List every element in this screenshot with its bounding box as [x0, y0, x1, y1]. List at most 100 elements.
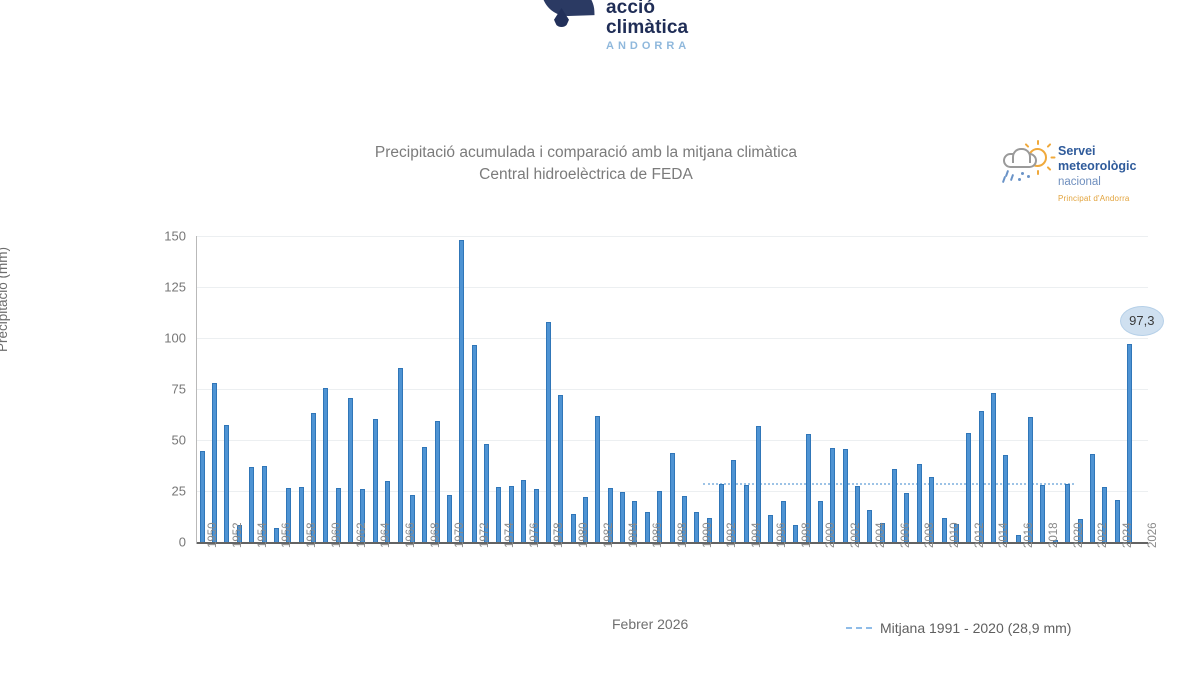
bar[interactable]	[446, 495, 452, 542]
bar[interactable]	[310, 413, 316, 542]
bar[interactable]	[854, 485, 860, 542]
bar[interactable]	[941, 517, 947, 542]
bar[interactable]	[867, 510, 873, 542]
bar[interactable]	[793, 524, 799, 542]
bar[interactable]	[978, 411, 984, 542]
x-axis-tick-label: 2012	[973, 522, 986, 548]
bar[interactable]	[842, 449, 848, 542]
bar[interactable]	[1102, 486, 1108, 542]
bar[interactable]	[459, 240, 465, 542]
bar[interactable]	[817, 501, 823, 542]
bar[interactable]	[805, 433, 811, 542]
bar[interactable]	[1052, 539, 1058, 542]
bar[interactable]	[1040, 484, 1046, 542]
bar[interactable]	[434, 420, 440, 542]
bar[interactable]	[929, 476, 935, 542]
chart-title-line-1: Precipitació acumulada i comparació amb …	[374, 144, 798, 161]
bar[interactable]	[1126, 343, 1132, 542]
bar[interactable]	[1089, 454, 1095, 542]
x-axis-tick-label: 1962	[355, 522, 368, 548]
x-axis-tick-label: 1950	[207, 522, 220, 548]
bar[interactable]	[521, 479, 527, 542]
bar[interactable]	[756, 425, 762, 542]
bar[interactable]	[1015, 534, 1021, 542]
bar[interactable]	[966, 432, 972, 542]
y-gridline	[196, 236, 1148, 237]
x-axis-tick-label: 1956	[281, 522, 294, 548]
x-axis-tick-label: 1966	[405, 522, 417, 548]
bar[interactable]	[508, 485, 514, 542]
bar[interactable]	[323, 387, 329, 542]
y-axis-tick-label: 125	[164, 279, 186, 295]
bar[interactable]	[212, 382, 218, 542]
x-axis-tick-label: 1958	[306, 522, 319, 548]
bar[interactable]	[496, 486, 502, 542]
bar[interactable]	[360, 488, 366, 542]
bar[interactable]	[632, 501, 638, 542]
bar[interactable]	[830, 448, 836, 542]
bar[interactable]	[484, 444, 490, 542]
bar[interactable]	[990, 393, 996, 542]
x-axis-tick-label: 2014	[998, 522, 1011, 548]
x-axis-tick-label: 2006	[899, 522, 912, 548]
x-axis-tick-label: 1980	[578, 522, 591, 548]
bar[interactable]	[397, 367, 403, 542]
bar[interactable]	[249, 466, 255, 542]
bar[interactable]	[286, 487, 292, 542]
bar[interactable]	[298, 486, 304, 542]
bar[interactable]	[1077, 518, 1083, 542]
bar[interactable]	[879, 522, 885, 542]
bar[interactable]	[706, 517, 712, 542]
bar[interactable]	[669, 453, 675, 542]
bar[interactable]	[916, 464, 922, 542]
bar[interactable]	[335, 487, 341, 542]
bar[interactable]	[236, 524, 242, 542]
bar[interactable]	[1028, 416, 1034, 542]
bar[interactable]	[1114, 500, 1120, 542]
x-axis-tick-label: 1978	[553, 522, 566, 548]
bar[interactable]	[892, 468, 898, 542]
bar[interactable]	[607, 487, 613, 542]
bar[interactable]	[595, 415, 601, 542]
bar[interactable]	[694, 512, 700, 542]
bar[interactable]	[620, 492, 626, 542]
bar[interactable]	[570, 514, 576, 542]
bar[interactable]	[422, 447, 428, 542]
bar[interactable]	[1003, 455, 1009, 542]
x-axis-tick-label: 1998	[800, 522, 813, 548]
bar[interactable]	[348, 398, 354, 542]
bar[interactable]	[718, 483, 724, 542]
y-axis-tick-label: 150	[164, 228, 186, 244]
bar[interactable]	[657, 491, 663, 542]
bar[interactable]	[768, 515, 774, 542]
bar[interactable]	[558, 395, 564, 542]
bar[interactable]	[953, 523, 959, 542]
bar[interactable]	[731, 460, 737, 542]
x-axis-tick-label: 2024	[1122, 522, 1135, 548]
water-drop-leaf-icon	[540, 0, 596, 42]
bar[interactable]	[261, 465, 267, 542]
x-axis-tick-label: 2026	[1146, 522, 1159, 548]
y-axis-tick-label: 25	[171, 483, 186, 499]
bar[interactable]	[199, 451, 205, 542]
bar[interactable]	[224, 424, 230, 542]
bar[interactable]	[533, 488, 539, 542]
bar[interactable]	[582, 497, 588, 542]
mean-reference-line	[702, 483, 1074, 486]
y-axis-tick-label: 0	[178, 534, 186, 550]
bar[interactable]	[644, 512, 650, 542]
bar[interactable]	[273, 527, 279, 542]
bar[interactable]	[681, 496, 687, 542]
bar[interactable]	[409, 495, 415, 542]
bar[interactable]	[780, 501, 786, 542]
bar[interactable]	[1065, 483, 1071, 542]
bar[interactable]	[385, 480, 391, 542]
bar[interactable]	[904, 493, 910, 542]
bar[interactable]	[743, 484, 749, 542]
legend-mean-label: Mitjana 1991 - 2020 (28,9 mm)	[880, 620, 1072, 636]
bar[interactable]	[545, 321, 551, 542]
bar[interactable]	[471, 345, 477, 542]
bar[interactable]	[372, 418, 378, 542]
x-axis-tick-label: 2000	[825, 522, 838, 548]
